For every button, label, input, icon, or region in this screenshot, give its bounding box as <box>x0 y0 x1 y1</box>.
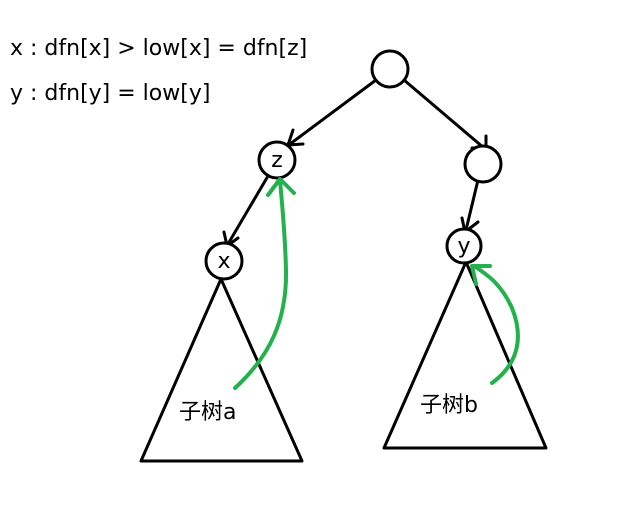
edge-right-y <box>464 178 480 232</box>
node-z-circle <box>257 140 297 180</box>
node-y-label: y <box>457 234 470 259</box>
back-edge-b-to-y-arrowhead <box>470 264 492 286</box>
back-edge-a-to-z <box>233 178 289 390</box>
formula-line-2: y : dfn[y] = low[y] <box>10 81 210 106</box>
formula-line-1: x : dfn[x] > low[x] = dfn[z] <box>10 36 307 61</box>
node-right <box>463 144 503 184</box>
node-z-label: z <box>271 148 283 173</box>
subtree-b-triangle <box>382 260 548 450</box>
subtree-a-triangle <box>139 277 304 463</box>
back-edge-b-to-y <box>472 264 520 385</box>
node-y-circle <box>445 227 483 265</box>
node-right-circle <box>463 144 503 184</box>
node-x-circle <box>204 241 244 281</box>
node-z: z <box>257 140 297 180</box>
edge-z-x <box>226 174 270 246</box>
edge-root-z <box>288 78 378 146</box>
node-y: y <box>445 227 483 265</box>
node-root <box>370 49 410 89</box>
node-root-circle <box>370 49 410 89</box>
edge-root-right <box>402 78 486 150</box>
node-x-label: x <box>217 249 230 274</box>
node-x: x <box>204 241 244 281</box>
subtree-a-label: 子树a <box>179 400 236 425</box>
subtree-b-label: 子树b <box>420 393 478 418</box>
back-edge-a-to-z-arrowhead <box>266 177 296 197</box>
